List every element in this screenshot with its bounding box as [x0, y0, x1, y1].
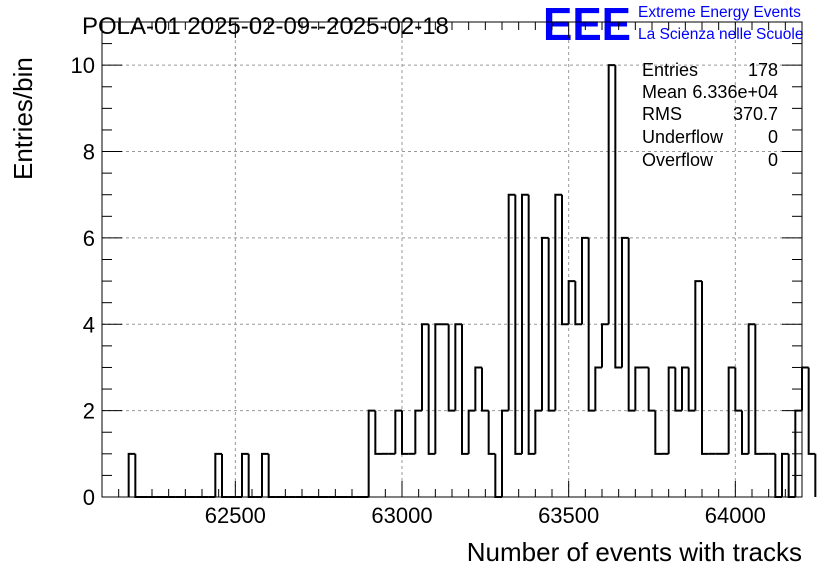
histogram-bin: [414, 409, 422, 454]
histogram-bin: [474, 366, 482, 411]
histogram-bin: [521, 193, 529, 454]
eee-logo-text: EEE: [543, 0, 631, 50]
histogram-bin: [454, 323, 462, 411]
histogram-bin: [541, 236, 549, 411]
eee-logo: EEE Extreme Energy Events La Scienza nel…: [543, 0, 803, 50]
histogram-bin: [581, 236, 589, 325]
histogram-bin: [607, 64, 616, 325]
histogram-bin: [621, 236, 629, 368]
histogram-bin: [461, 324, 469, 455]
histogram-bin: [527, 194, 536, 455]
histogram-bin: [134, 453, 142, 498]
histogram-bin: [241, 452, 249, 497]
x-tick-label: 63000: [371, 503, 432, 528]
histogram-bin: [694, 280, 702, 411]
histogram-bin: [514, 194, 522, 455]
y-axis-label: Entries/bin: [8, 57, 38, 180]
histogram-bin: [667, 366, 676, 454]
histogram-bin: [807, 367, 816, 455]
histogram-bin: [561, 194, 569, 326]
histogram-bin: [647, 367, 656, 412]
y-tick-label: 10: [71, 53, 95, 78]
histogram-bin: [681, 366, 689, 411]
histogram-bin: [481, 367, 489, 412]
histogram-bin: [534, 409, 542, 454]
y-tick-label: 4: [83, 312, 95, 337]
histogram-bin: [614, 65, 622, 369]
chart-title: POLA-01 2025-02-09--2025-02-18: [82, 13, 449, 40]
grid-lines: [102, 22, 802, 497]
stat-entries-label: Entries: [642, 60, 698, 80]
histogram-bin: [654, 410, 662, 455]
histogram-bin: [701, 281, 709, 455]
stat-rms-label: RMS: [642, 104, 682, 124]
histogram-bin: [567, 280, 576, 325]
stat-mean-value: 6.336e+04: [692, 82, 778, 102]
logo-line-2: La Scienza nelle Scuole: [638, 26, 803, 43]
histogram-bin: [781, 452, 789, 497]
histogram-bin: [627, 237, 636, 412]
stat-entries-value: 178: [748, 60, 778, 80]
histogram-bin: [601, 323, 609, 368]
histogram-bin: [727, 366, 736, 454]
stat-underflow-label: Underflow: [642, 127, 724, 147]
tick-labels: 62500 63000 63500 64000 0 2 4 6 8 10: [71, 53, 766, 528]
histogram-bin: [587, 237, 596, 412]
stat-overflow-label: Overflow: [642, 150, 714, 170]
histogram-bin: [214, 452, 222, 497]
stat-mean-label: Mean: [642, 82, 687, 102]
histogram-bin: [754, 324, 762, 455]
histogram-bin: [434, 323, 442, 454]
histogram-bin: [594, 366, 602, 411]
y-tick-label: 2: [83, 399, 95, 424]
x-axis-label: Number of events with tracks: [467, 537, 802, 567]
histogram-bin: [394, 409, 402, 454]
histogram-bin: [221, 453, 229, 498]
y-tick-label: 6: [83, 226, 95, 251]
histogram-bin: [367, 409, 376, 497]
x-tick-label: 63500: [538, 503, 599, 528]
y-tick-label: 8: [83, 140, 95, 165]
histogram-bin: [267, 453, 276, 498]
histogram-bin: [734, 367, 742, 412]
x-tick-label: 64000: [705, 503, 766, 528]
histogram-bin: [574, 281, 582, 326]
stats-box: Entries 178 Mean 6.336e+04 RMS 370.7 Und…: [642, 60, 778, 170]
histogram-bin: [401, 410, 409, 455]
histogram-bin: [501, 409, 509, 497]
histogram-bin: [261, 452, 269, 497]
x-tick-label: 62500: [205, 503, 266, 528]
stat-underflow-value: 0: [768, 127, 778, 147]
stat-rms-value: 370.7: [733, 104, 778, 124]
histogram-bin: [127, 452, 136, 497]
histogram-bin: [467, 409, 476, 454]
histogram-bin: [687, 367, 696, 412]
logo-line-1: Extreme Energy Events: [638, 4, 801, 21]
histogram-bin: [747, 323, 756, 454]
histogram-bin: [487, 410, 496, 455]
histogram-bin: [421, 323, 429, 411]
axis-ticks: [101, 21, 803, 498]
histogram-bin: [427, 324, 436, 455]
histogram-bin: [547, 237, 556, 412]
histogram-bin: [554, 193, 562, 411]
histogram-bin: [374, 410, 382, 455]
stat-overflow-value: 0: [768, 150, 778, 170]
histogram-bin: [447, 324, 456, 412]
histogram-bin: [674, 367, 682, 412]
histogram-bin: [507, 193, 516, 411]
histogram-bin: [741, 410, 749, 455]
y-tick-label: 0: [83, 485, 95, 510]
histogram-bin: [634, 366, 642, 411]
